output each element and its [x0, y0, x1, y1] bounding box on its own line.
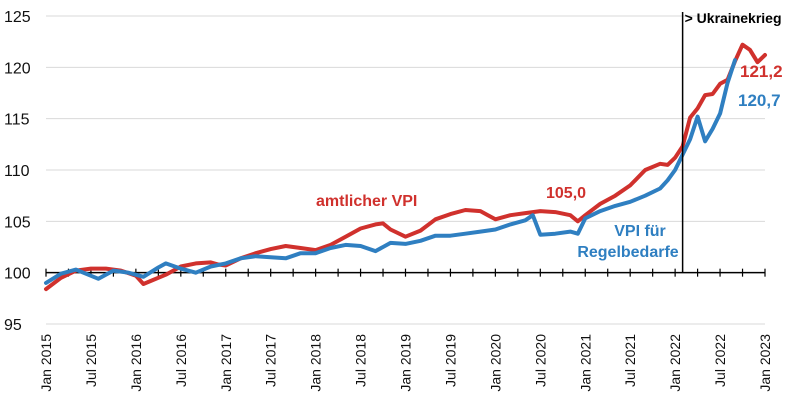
series-line-regelbedarfe: [44, 58, 737, 285]
end-label-vpi: 121,2: [740, 62, 783, 81]
grid-lines: [46, 15, 765, 325]
y-tick-label-105: 105: [4, 214, 31, 231]
x-tick-label: Jan 2016: [128, 334, 144, 392]
series-label-regelbedarfe: Regelbedarfe: [577, 244, 678, 261]
x-tick-label: Jul 2015: [83, 334, 99, 387]
y-tick-label-120: 120: [4, 60, 31, 77]
x-tick-label: Jan 2018: [308, 334, 324, 392]
x-tick-label: Jan 2023: [757, 334, 773, 392]
y-tick-label-115: 115: [4, 112, 30, 129]
x-tick-label: Jul 2019: [442, 334, 458, 387]
x-tick-label: Jul 2017: [263, 334, 279, 387]
y-axis: 95 100 105 110 115 120 125: [4, 9, 31, 334]
x-tick-label: Jan 2017: [218, 334, 234, 392]
y-tick-label-110: 110: [4, 163, 30, 180]
series-lines: [44, 42, 767, 292]
x-tick-label: Jan 2021: [577, 334, 593, 392]
x-tick-label: Jul 2020: [532, 334, 548, 387]
y-tick-label-95: 95: [4, 317, 22, 334]
y-tick-label-125: 125: [4, 9, 31, 26]
x-axis: Jan 2015 Jul 2015 Jan 2016 Jul 2016 Jan 2017…: [38, 268, 773, 392]
y-tick-label-100: 100: [4, 266, 31, 283]
data-label-105: 105,0: [546, 185, 586, 202]
x-tick-label: Jan 2022: [667, 334, 683, 392]
x-tick-label: Jan 2015: [38, 334, 54, 392]
x-tick-label: Jul 2022: [712, 334, 728, 387]
event-marker: > Ukrainekrieg: [681, 10, 782, 273]
x-tick-label: Jul 2016: [173, 334, 189, 387]
x-tick-label: Jan 2019: [398, 334, 414, 392]
x-tick-label: Jul 2018: [353, 334, 369, 387]
series-label-regelbedarfe: VPI für: [614, 223, 666, 240]
end-label-regelbedarfe: 120,7: [738, 91, 781, 110]
x-tick-label: Jul 2021: [622, 334, 638, 387]
x-tick-label: Jan 2020: [487, 334, 503, 392]
series-label-vpi: amtlicher VPI: [316, 193, 417, 210]
series-labels: amtlicher VPI VPI für Regelbedarfe 105,0 121…: [316, 62, 783, 261]
ukrainekrieg-label: > Ukrainekrieg: [685, 10, 782, 26]
